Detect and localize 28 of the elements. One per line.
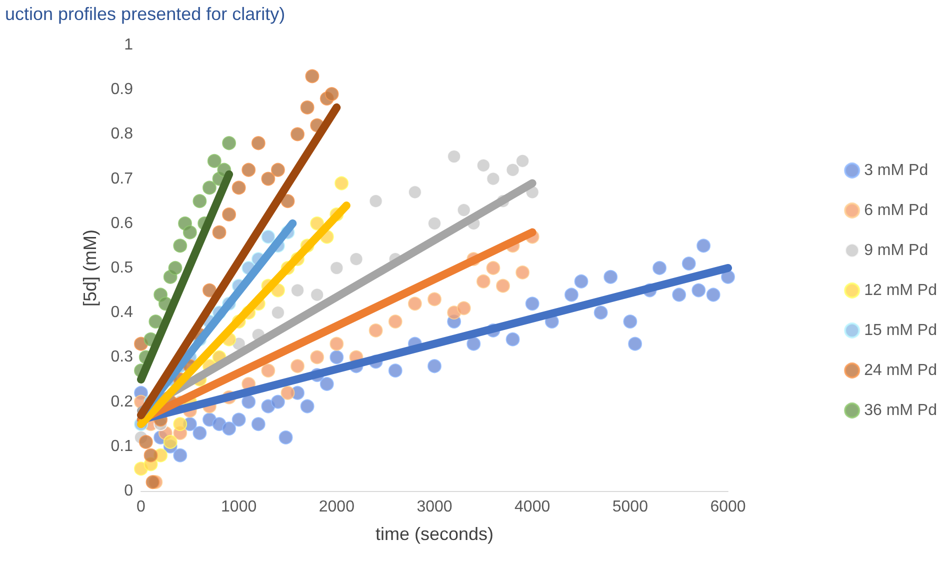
y-tick-label: 0	[124, 482, 134, 500]
y-tick-label: 0.8	[110, 126, 134, 143]
legend-label: 9 mM Pd	[864, 242, 928, 259]
x-tick-label: 0	[136, 498, 146, 516]
legend-label: 6 mM Pd	[864, 202, 928, 219]
x-tick-label: 2000	[318, 498, 355, 516]
legend-label: 3 mM Pd	[864, 162, 928, 179]
x-axis-title: time (seconds)	[375, 524, 494, 544]
x-tick-label: 1000	[221, 498, 257, 516]
y-tick-label: 0.2	[110, 393, 134, 410]
legend-label: 36 mM Pd	[864, 402, 938, 419]
y-tick-label: 0.1	[110, 438, 134, 455]
y-tick-label: 0.4	[110, 304, 134, 322]
y-tick-label: 1	[124, 36, 134, 54]
y-tick-label: 0.7	[110, 170, 134, 188]
y-tick-label: 0.6	[110, 214, 134, 232]
chart-title: uction profiles presented for clarity)	[5, 4, 286, 24]
y-tick-label: 0.3	[110, 348, 134, 366]
x-tick-label: 5000	[612, 498, 648, 516]
x-tick-label: 4000	[514, 498, 550, 516]
legend-label: 24 mM Pd	[864, 362, 938, 379]
legend-label: 12 mM Pd	[864, 282, 938, 299]
legend-label: 15 mM Pd	[864, 322, 938, 339]
y-tick-label: 0.5	[110, 260, 134, 276]
y-tick-label: 0.9	[110, 81, 134, 98]
x-tick-label: 6000	[710, 498, 746, 516]
x-tick-label: 3000	[416, 498, 452, 516]
y-axis-title: [5d] (mM)	[80, 229, 100, 307]
